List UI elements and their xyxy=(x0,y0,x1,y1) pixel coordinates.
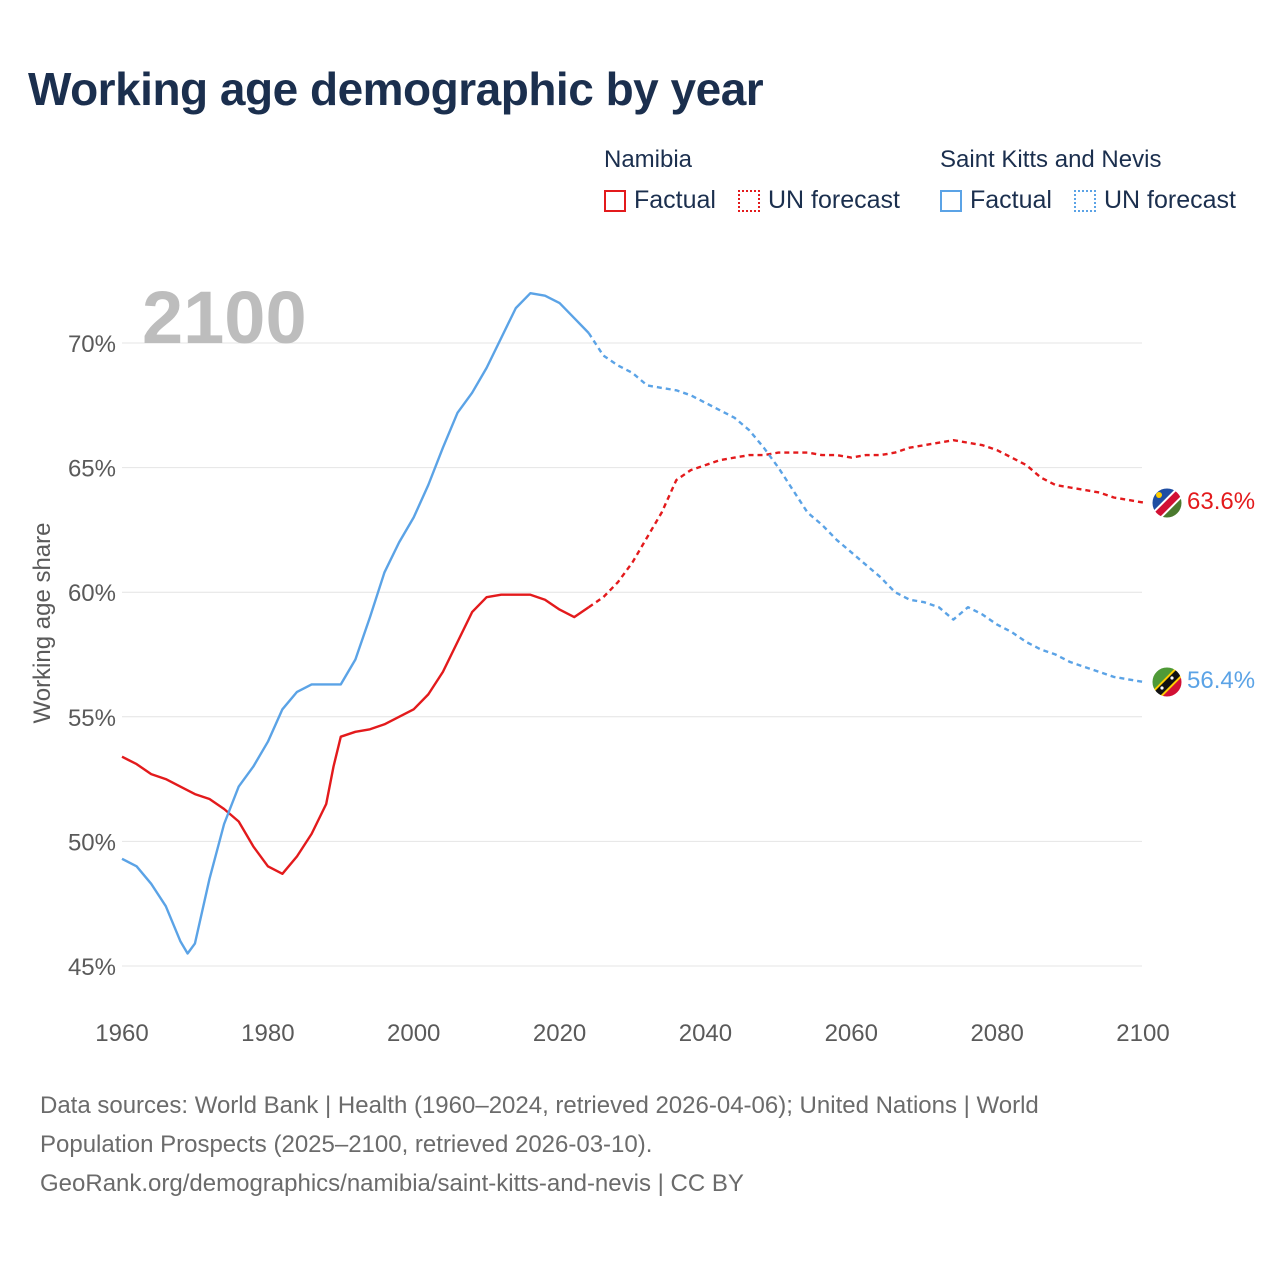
namibia-flag-icon xyxy=(1152,488,1182,518)
x-tick-label: 1980 xyxy=(241,1020,294,1047)
saint-kitts-and-nevis-factual-line[interactable] xyxy=(121,292,590,955)
legend-label: Factual xyxy=(970,186,1052,214)
y-axis-label: Working age share xyxy=(29,523,56,724)
legend-namibia-forecast[interactable]: UN forecast xyxy=(738,186,900,215)
legend-label: UN forecast xyxy=(1104,186,1236,214)
y-tick-label: 60% xyxy=(68,580,116,607)
x-tick-label: 2080 xyxy=(970,1020,1023,1047)
legend-swatch-dotted xyxy=(738,189,760,212)
saint-kitts-and-nevis-flag-icon xyxy=(1152,667,1182,697)
y-tick-label: 55% xyxy=(68,705,116,732)
legend-skn-forecast[interactable]: UN forecast xyxy=(1074,186,1236,215)
x-tick-label: 2060 xyxy=(825,1020,878,1047)
footer-line[interactable]: GeoRank.org/demographics/namibia/saint-k… xyxy=(40,1170,744,1197)
namibia-factual-line[interactable] xyxy=(121,593,590,875)
legend-namibia-factual[interactable]: Factual xyxy=(604,186,716,215)
legend-swatch-dotted xyxy=(1074,189,1096,212)
y-tick-label: 50% xyxy=(68,829,116,856)
chart-title: Working age demographic by year xyxy=(28,63,764,115)
namibia-end-label: 63.6% xyxy=(1187,488,1255,515)
legend-swatch-solid xyxy=(940,189,962,212)
y-tick-label: 65% xyxy=(68,456,116,483)
footer-line: Population Prospects (2025–2100, retriev… xyxy=(40,1131,653,1158)
legend-group-saint-kitts-and-nevis: Saint Kitts and Nevis xyxy=(940,146,1162,173)
legend-label: UN forecast xyxy=(768,186,900,214)
x-tick-label: 2020 xyxy=(533,1020,586,1047)
x-tick-label: 1960 xyxy=(95,1020,148,1047)
legend-label: Factual xyxy=(634,186,716,214)
footer-line: Data sources: World Bank | Health (1960–… xyxy=(40,1092,1039,1119)
namibia-forecast-line[interactable] xyxy=(588,439,1144,609)
y-tick-label: 70% xyxy=(68,331,116,358)
x-tick-label: 2040 xyxy=(679,1020,732,1047)
x-tick-label: 2100 xyxy=(1116,1020,1169,1047)
y-tick-label: 45% xyxy=(68,954,116,981)
saint-kitts-and-nevis-end-label: 56.4% xyxy=(1187,667,1255,694)
x-tick-label: 2000 xyxy=(387,1020,440,1047)
footer-sources: Data sources: World Bank | Health (1960–… xyxy=(40,1086,1240,1203)
legend-skn-factual[interactable]: Factual xyxy=(940,186,1052,215)
legend-swatch-solid xyxy=(604,189,626,212)
legend-group-namibia: Namibia xyxy=(604,146,693,173)
saint-kitts-and-nevis-forecast-line[interactable] xyxy=(587,332,1144,684)
year-watermark: 2100 xyxy=(142,276,307,359)
